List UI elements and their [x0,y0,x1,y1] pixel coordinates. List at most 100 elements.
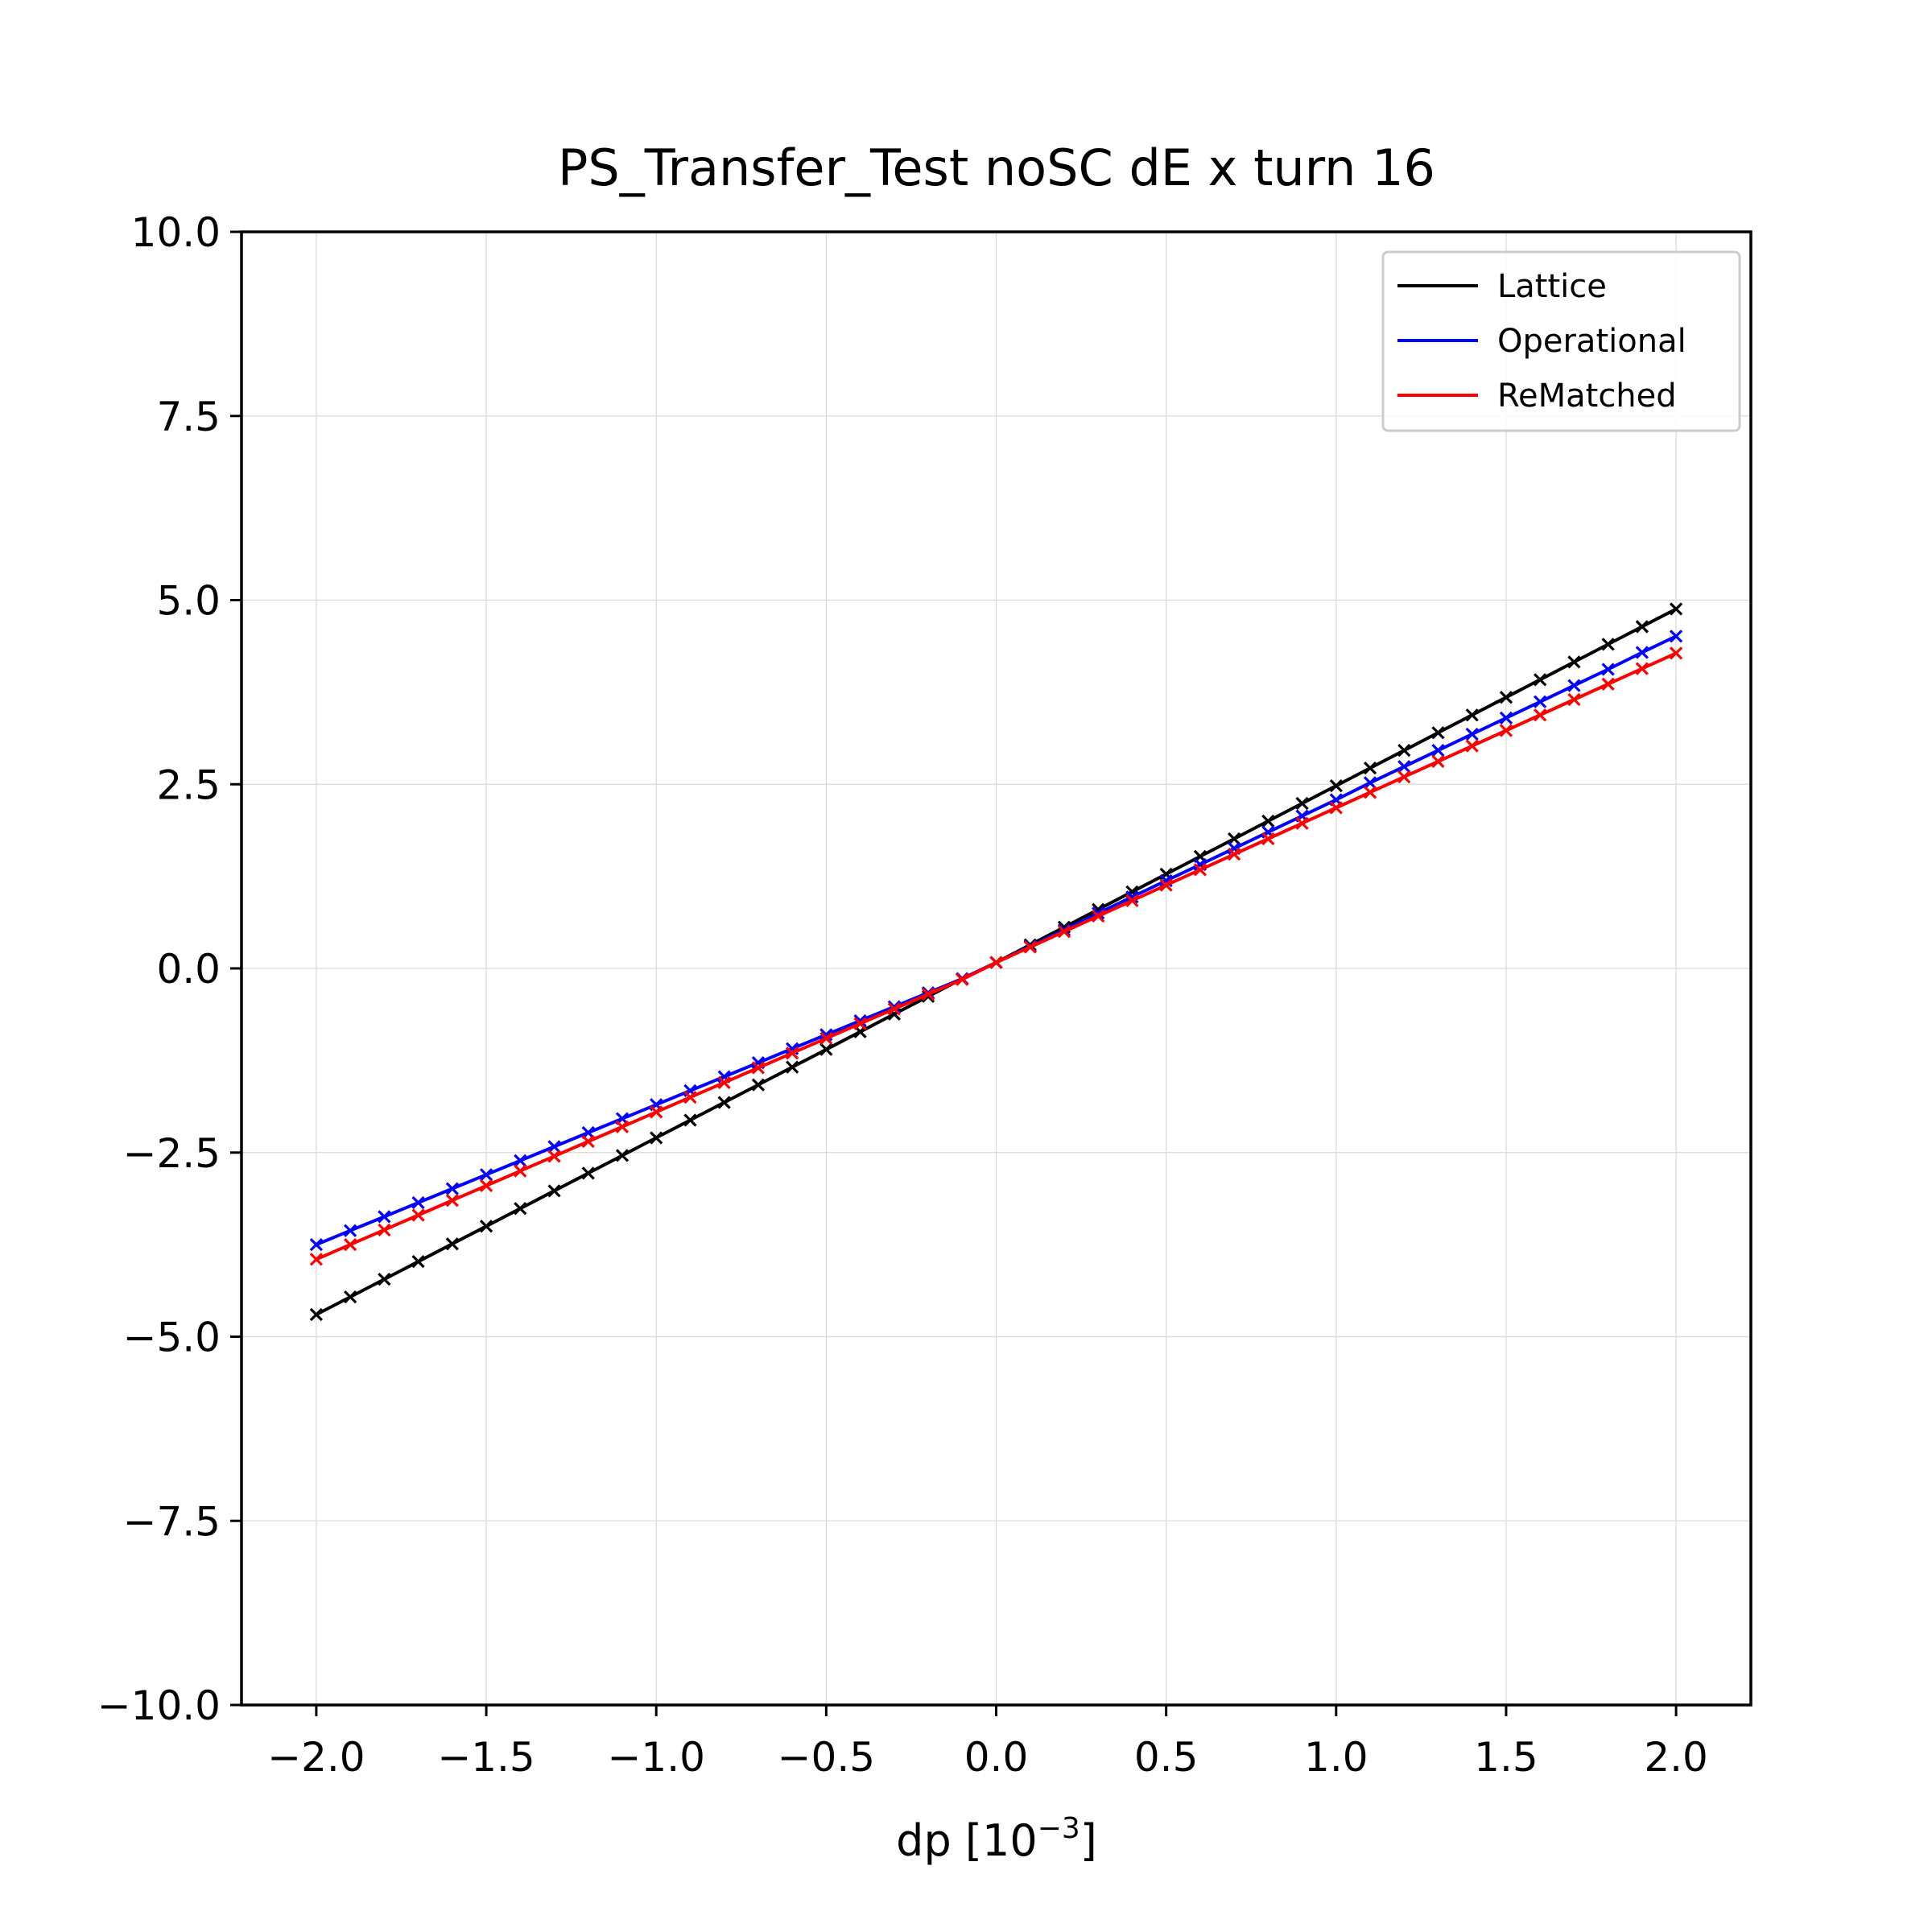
data-point [1431,744,1445,758]
data-point [378,1223,391,1236]
data-point [1567,692,1581,707]
legend-label: ReMatched [1497,378,1677,415]
data-point [547,1150,561,1163]
data-point [344,1224,357,1237]
data-point [1601,663,1615,676]
data-point [1125,894,1139,907]
data-point [514,1164,527,1178]
x-axis-label-base: dp [10 [896,1815,1038,1866]
data-point [1669,602,1683,616]
data-point [1363,761,1377,775]
y-tick-label: −10.0 [97,1682,221,1729]
series-rematched [309,646,1683,1266]
x-tick-label: −0.5 [778,1734,875,1781]
x-tick-label: −1.5 [437,1734,535,1781]
data-point [956,972,969,986]
data-point [785,1060,799,1074]
data-point [1635,662,1649,675]
data-point [581,1134,595,1149]
data-point [445,1237,459,1251]
series-layer [309,602,1683,1322]
data-point [514,1202,527,1216]
data-point [378,1272,391,1286]
data-point [785,1046,799,1060]
data-point [650,1131,663,1145]
data-point [615,1149,630,1162]
data-point [1057,925,1071,939]
data-point [683,1090,697,1104]
data-point [1227,832,1241,846]
legend-box [1381,250,1741,432]
data-point [615,1120,630,1133]
y-tick-label: −7.5 [123,1498,221,1545]
data-point [479,1220,493,1233]
data-point [1669,646,1683,660]
x-tick-label: −1.0 [607,1734,704,1781]
data-point [547,1140,561,1154]
data-point [1465,708,1479,722]
data-point [1567,655,1581,669]
data-point [1431,726,1445,740]
chart-title: PS_Transfer_Test noSC dE x turn 16 [558,138,1435,197]
data-point [479,1168,493,1182]
y-tick-label: 10.0 [131,209,221,256]
data-point [717,1075,731,1089]
data-point [1465,739,1479,753]
data-point [1261,832,1275,846]
x-tick-label: 1.0 [1304,1734,1368,1781]
data-point [717,1096,731,1109]
x-tick-label: 0.5 [1134,1734,1199,1781]
data-point [378,1210,391,1224]
data-point [751,1078,766,1092]
data-point [547,1184,561,1198]
data-point [1159,878,1173,892]
data-point [1499,711,1513,725]
data-point [445,1194,459,1208]
data-point [1329,801,1343,815]
data-point [650,1105,663,1119]
data-point [1363,776,1377,790]
data-point [1534,695,1547,708]
y-tick-label: −5.0 [123,1315,221,1361]
data-point [309,1307,324,1322]
data-point [309,1253,324,1266]
data-point [853,1017,867,1030]
x-tick-label: −2.0 [267,1734,365,1781]
legend: Lattice Operational ReMatched [1381,250,1741,432]
data-point [1601,638,1615,651]
data-point [751,1061,766,1075]
x-tick-label: 2.0 [1644,1734,1708,1781]
data-point [1295,816,1309,830]
ticks: −2.0 −1.5 −1.0 −0.5 0.0 0.5 1.0 1.5 2.0 −10.0 −7.5… [97,209,1708,1781]
legend-label: Operational [1497,323,1686,360]
data-point [1227,848,1241,861]
data-point [514,1154,527,1167]
data-point [1261,814,1275,828]
data-point [1635,646,1649,659]
data-point [1023,940,1037,954]
y-tick-label: 0.0 [156,946,221,993]
data-point [479,1179,493,1193]
data-point [411,1255,425,1269]
data-point [1397,744,1411,758]
data-point [1567,679,1581,692]
x-axis-label-close: ] [1080,1815,1097,1866]
y-tick-label: 2.5 [156,762,221,808]
y-tick-label: 7.5 [156,394,221,440]
data-point [1499,691,1513,704]
data-point [344,1290,357,1304]
data-point [1601,677,1615,691]
data-point [1329,778,1343,793]
x-tick-label: 1.5 [1474,1734,1538,1781]
data-point [1465,727,1479,741]
y-tick-label: −2.5 [123,1130,221,1177]
x-axis-label-exponent: −3 [1038,1812,1080,1845]
data-point [309,1237,324,1252]
data-point [989,956,1003,969]
data-point [1397,760,1411,774]
data-point [1499,724,1513,737]
data-point [344,1237,357,1252]
data-point [1635,620,1649,634]
data-point [411,1208,425,1222]
